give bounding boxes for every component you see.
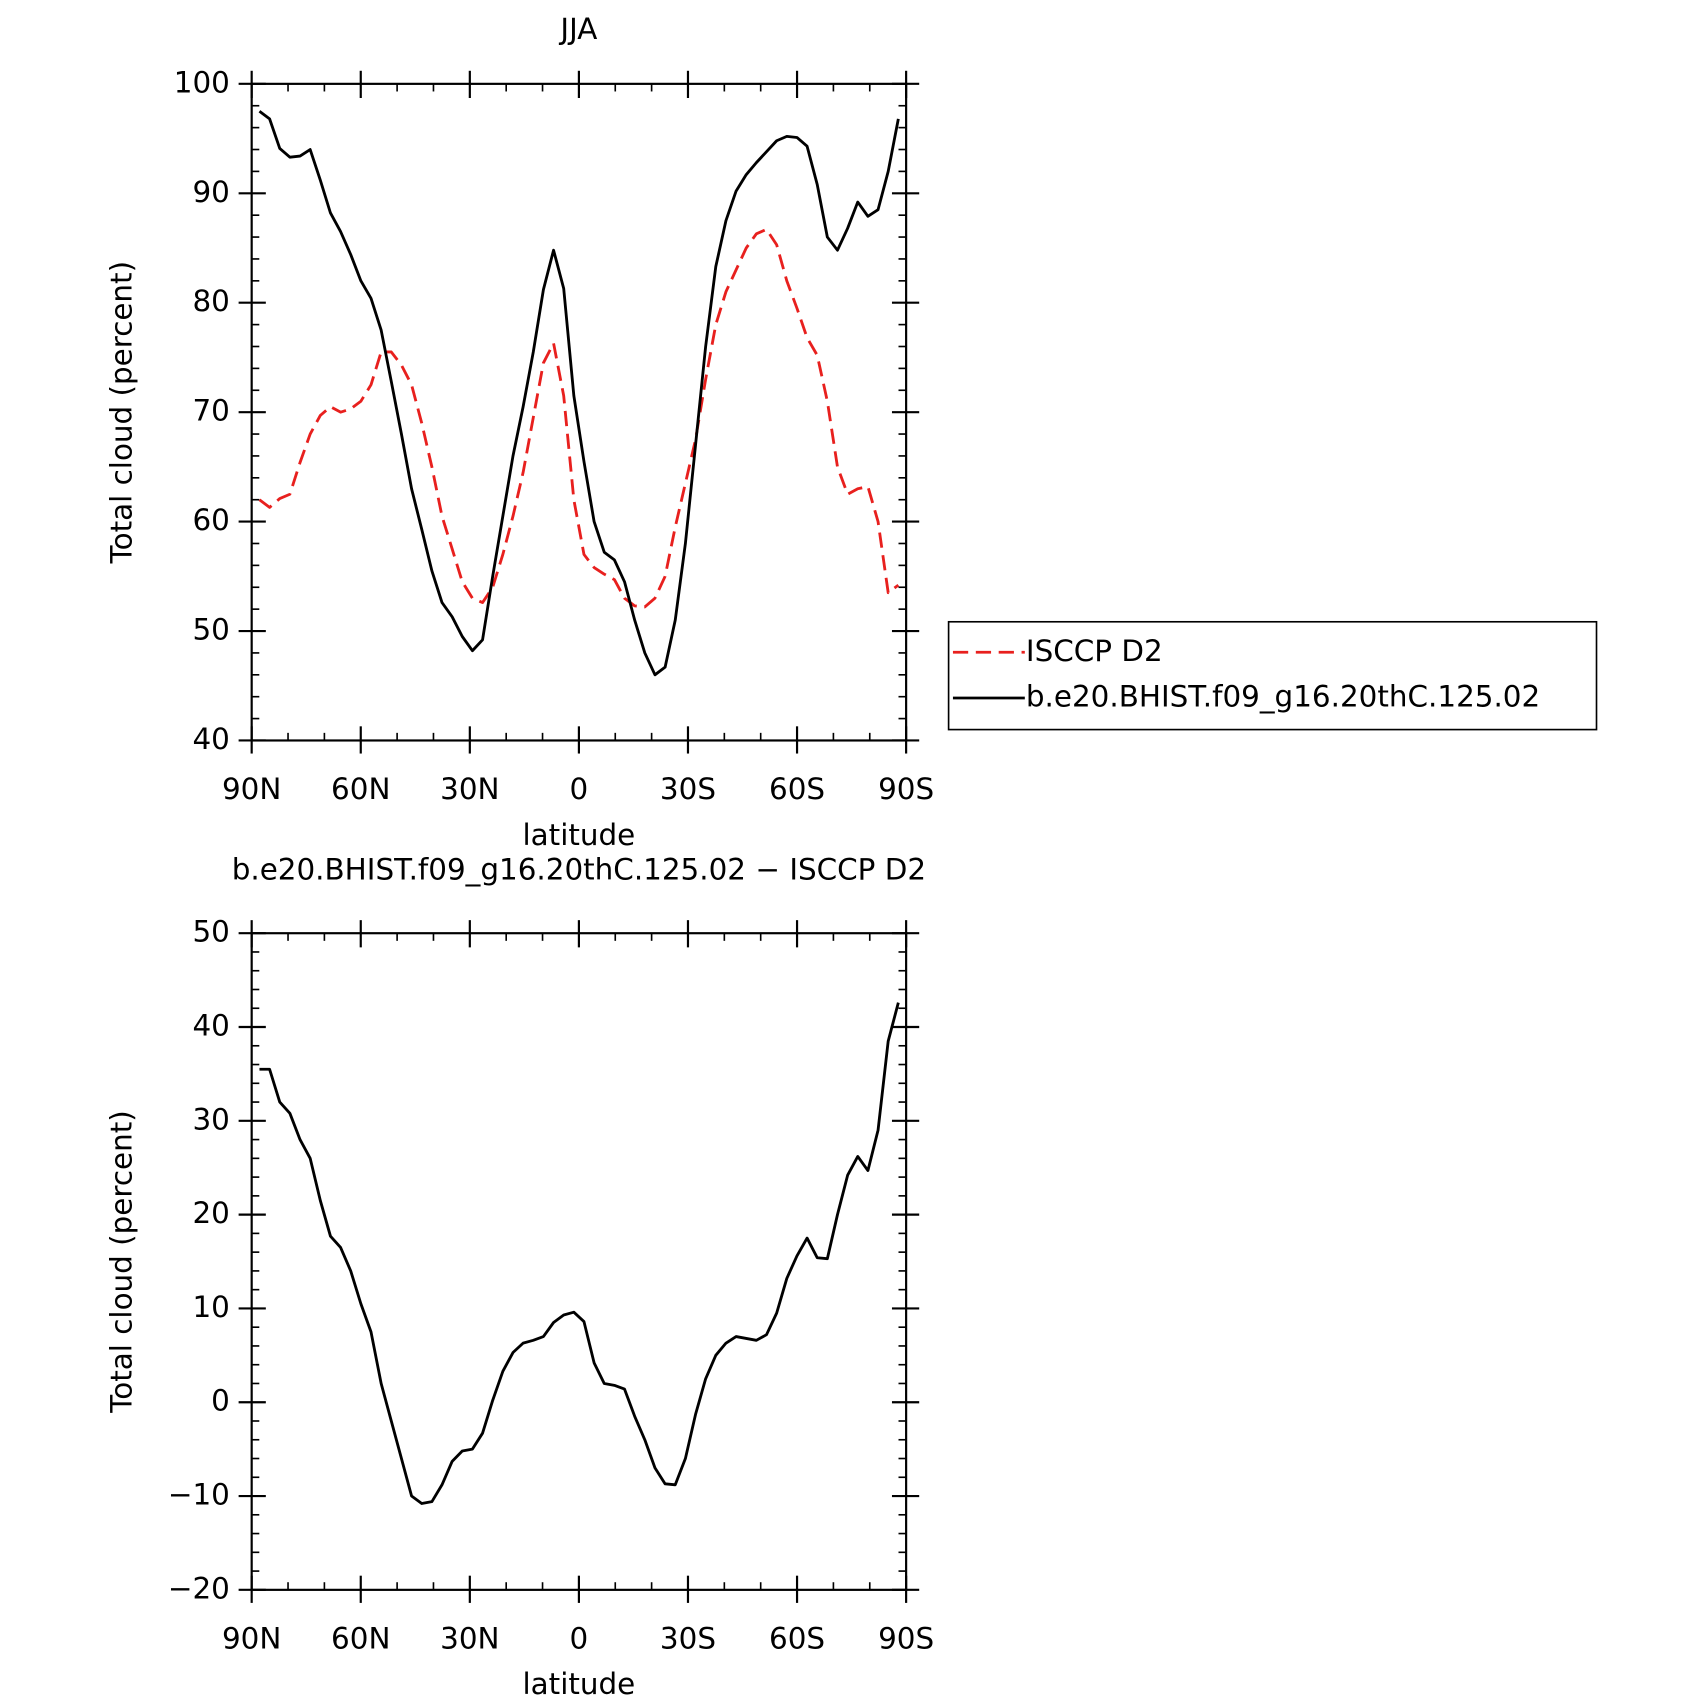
x-tick-label: 30S: [660, 772, 716, 806]
legend-box: [947, 620, 1598, 731]
x-tick-label: 60N: [331, 1621, 390, 1655]
x-tick-label: 90S: [878, 1621, 934, 1655]
legend-label: ISCCP D2: [1026, 634, 1163, 668]
x-tick-label: 30N: [440, 772, 499, 806]
y-tick-label: 30: [192, 1102, 229, 1136]
x-tick-label: 90S: [878, 772, 934, 806]
y-axis-title: Total cloud (percent): [105, 1110, 139, 1413]
y-tick-label: 10: [192, 1290, 229, 1324]
x-tick-label: 0: [570, 1621, 589, 1655]
x-tick-label: 60N: [331, 772, 390, 806]
x-tick-label: 60S: [769, 1621, 825, 1655]
y-tick-label: 60: [192, 503, 229, 537]
plot-frame: [250, 82, 908, 742]
x-tick-label: 90N: [222, 772, 281, 806]
y-tick-label: −20: [168, 1571, 230, 1605]
chart-title: b.e20.BHIST.f09_g16.20thC.125.02 − ISCCP…: [232, 853, 926, 887]
x-axis-title: latitude: [523, 818, 636, 852]
y-tick-label: 40: [192, 722, 229, 756]
data-line: [259, 1002, 900, 1505]
data-line: [258, 227, 900, 609]
y-tick-label: 80: [192, 284, 229, 318]
chart-title: JJA: [558, 12, 597, 46]
y-tick-label: 90: [192, 175, 229, 209]
y-tick-label: 50: [192, 915, 229, 949]
x-tick-label: 90N: [222, 1621, 281, 1655]
panel: b.e20.BHIST.f09_g16.20thC.125.02 − ISCCP…: [105, 853, 934, 1702]
x-tick-label: 60S: [769, 772, 825, 806]
x-axis-title: latitude: [523, 1667, 636, 1701]
x-tick-label: 30S: [660, 1621, 716, 1655]
y-tick-label: 70: [192, 394, 229, 428]
x-tick-label: 30N: [440, 1621, 499, 1655]
y-tick-label: −10: [168, 1478, 230, 1512]
y-tick-label: 0: [211, 1384, 230, 1418]
panel: JJA latitude Total cloud (percent) 40 50 60 70…: [105, 12, 1598, 852]
y-tick-label: 20: [192, 1196, 229, 1230]
y-tick-label: 40: [192, 1009, 229, 1043]
plot-frame: [250, 932, 908, 1591]
y-axis-title: Total cloud (percent): [105, 261, 139, 564]
data-line: [258, 110, 900, 677]
x-tick-label: 0: [570, 772, 589, 806]
y-tick-label: 100: [174, 65, 230, 99]
y-tick-label: 50: [192, 613, 229, 647]
legend-label: b.e20.BHIST.f09_g16.20thC.125.02: [1026, 680, 1540, 714]
